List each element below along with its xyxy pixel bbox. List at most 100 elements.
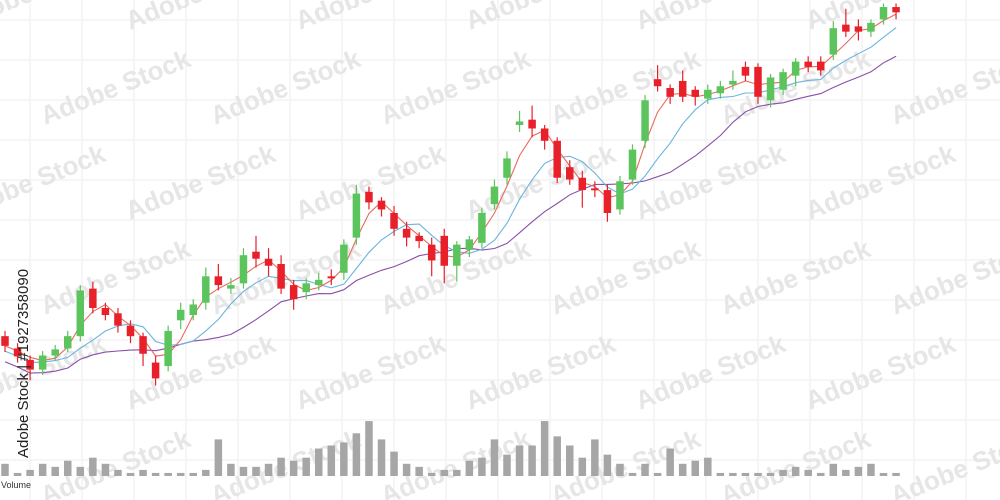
volume-bar	[678, 463, 687, 476]
volume-bar	[867, 463, 875, 476]
candle-body	[540, 128, 549, 141]
candle-down	[440, 228, 448, 284]
candle-up	[176, 302, 185, 330]
candle-down	[114, 308, 122, 333]
candle-down	[666, 84, 674, 104]
watermark-text: Adobe Stock	[886, 423, 1000, 500]
candle-body	[277, 264, 285, 289]
stock-id-text: Adobe Stock | #192735809​0	[15, 269, 32, 458]
candle-body	[503, 158, 511, 178]
candle-body	[741, 66, 750, 76]
candle-body	[227, 285, 235, 289]
volume-bar	[716, 472, 725, 476]
candle-down	[415, 232, 423, 249]
candle-body	[252, 251, 260, 259]
candle-body	[603, 190, 612, 213]
candle-up	[64, 330, 72, 352]
volume-bar	[515, 445, 524, 476]
volume-bar	[315, 448, 323, 476]
candle-up	[51, 344, 59, 361]
watermark-text: Adobe Stock	[461, 0, 620, 36]
volume-bar	[691, 460, 699, 476]
candle-down	[892, 3, 900, 20]
candle-body	[791, 61, 800, 76]
candle-down	[553, 137, 561, 184]
candle-body	[515, 121, 524, 125]
volume-bar	[239, 466, 248, 476]
candle-up	[239, 248, 248, 289]
candle-down	[151, 355, 160, 386]
candle-body	[126, 325, 135, 337]
volume-bar	[264, 463, 273, 476]
candle-down	[566, 160, 574, 185]
volume-bar	[114, 469, 122, 476]
candle-body	[704, 89, 712, 99]
candle-body	[829, 28, 838, 55]
watermark-text: Adobe Stock	[121, 138, 280, 226]
candle-body	[340, 244, 348, 273]
watermark-text: Adobe Stock	[461, 328, 620, 416]
watermark-text: Adobe Stock	[36, 423, 195, 500]
watermark-text: Adobe Stock	[36, 43, 195, 131]
ma-mid-line	[4, 13, 897, 362]
watermark-text: Adobe Stock	[291, 328, 450, 416]
watermark-text: Adobe Stock	[376, 43, 535, 131]
moving-averages	[4, 13, 897, 374]
volume-bar	[779, 469, 787, 476]
candle-up	[791, 58, 800, 87]
volume-bar	[704, 457, 712, 476]
watermark-text: Adobe Stock	[461, 138, 620, 226]
volume-bar	[503, 454, 511, 476]
candle-body	[302, 283, 310, 293]
candle-up	[628, 144, 637, 185]
volume-bar	[566, 445, 574, 476]
volume-bar	[578, 457, 587, 476]
volume-bar	[101, 463, 110, 476]
volume-bar	[415, 466, 423, 476]
volume-bar	[553, 436, 561, 476]
volume-bar	[151, 472, 160, 476]
watermark-text: Adobe Stock	[716, 233, 875, 321]
volume-bar	[76, 466, 85, 476]
candle-body	[616, 181, 624, 210]
candle-up	[202, 267, 210, 310]
volume-bar	[289, 460, 298, 476]
volume-bar	[766, 472, 775, 476]
volume-bar	[892, 472, 900, 476]
watermark-text: Adobe Stock	[631, 0, 790, 36]
candle-body	[239, 255, 248, 284]
candle-body	[678, 80, 687, 97]
candle-body	[390, 212, 398, 229]
candle-body	[817, 61, 825, 71]
candle-body	[566, 167, 574, 180]
candle-body	[754, 66, 762, 97]
volume-bars	[1, 421, 900, 476]
candle-down	[540, 124, 549, 150]
candle-body	[114, 313, 122, 326]
candle-body	[38, 355, 47, 370]
candle-down	[653, 65, 662, 92]
candle-body	[729, 80, 737, 85]
candle-up	[189, 299, 197, 321]
candle-down	[139, 332, 147, 367]
candle-down	[528, 105, 536, 138]
candle-body	[879, 7, 888, 20]
volume-bar	[139, 469, 147, 476]
volume-bar	[277, 457, 285, 476]
candle-down	[390, 205, 398, 236]
candle-down	[741, 61, 750, 81]
candle-down	[101, 302, 110, 321]
candle-body	[352, 193, 361, 238]
volume-bar	[352, 433, 361, 476]
volume-bar	[89, 457, 97, 476]
volume-bar	[164, 472, 172, 476]
watermark-text: Adobe Stock	[631, 328, 790, 416]
candle-body	[766, 77, 775, 101]
candle-up	[704, 84, 712, 104]
watermark-text: Adobe Stock	[716, 43, 875, 131]
candle-body	[453, 244, 461, 266]
candle-up	[352, 184, 361, 245]
candle-up	[716, 80, 725, 99]
